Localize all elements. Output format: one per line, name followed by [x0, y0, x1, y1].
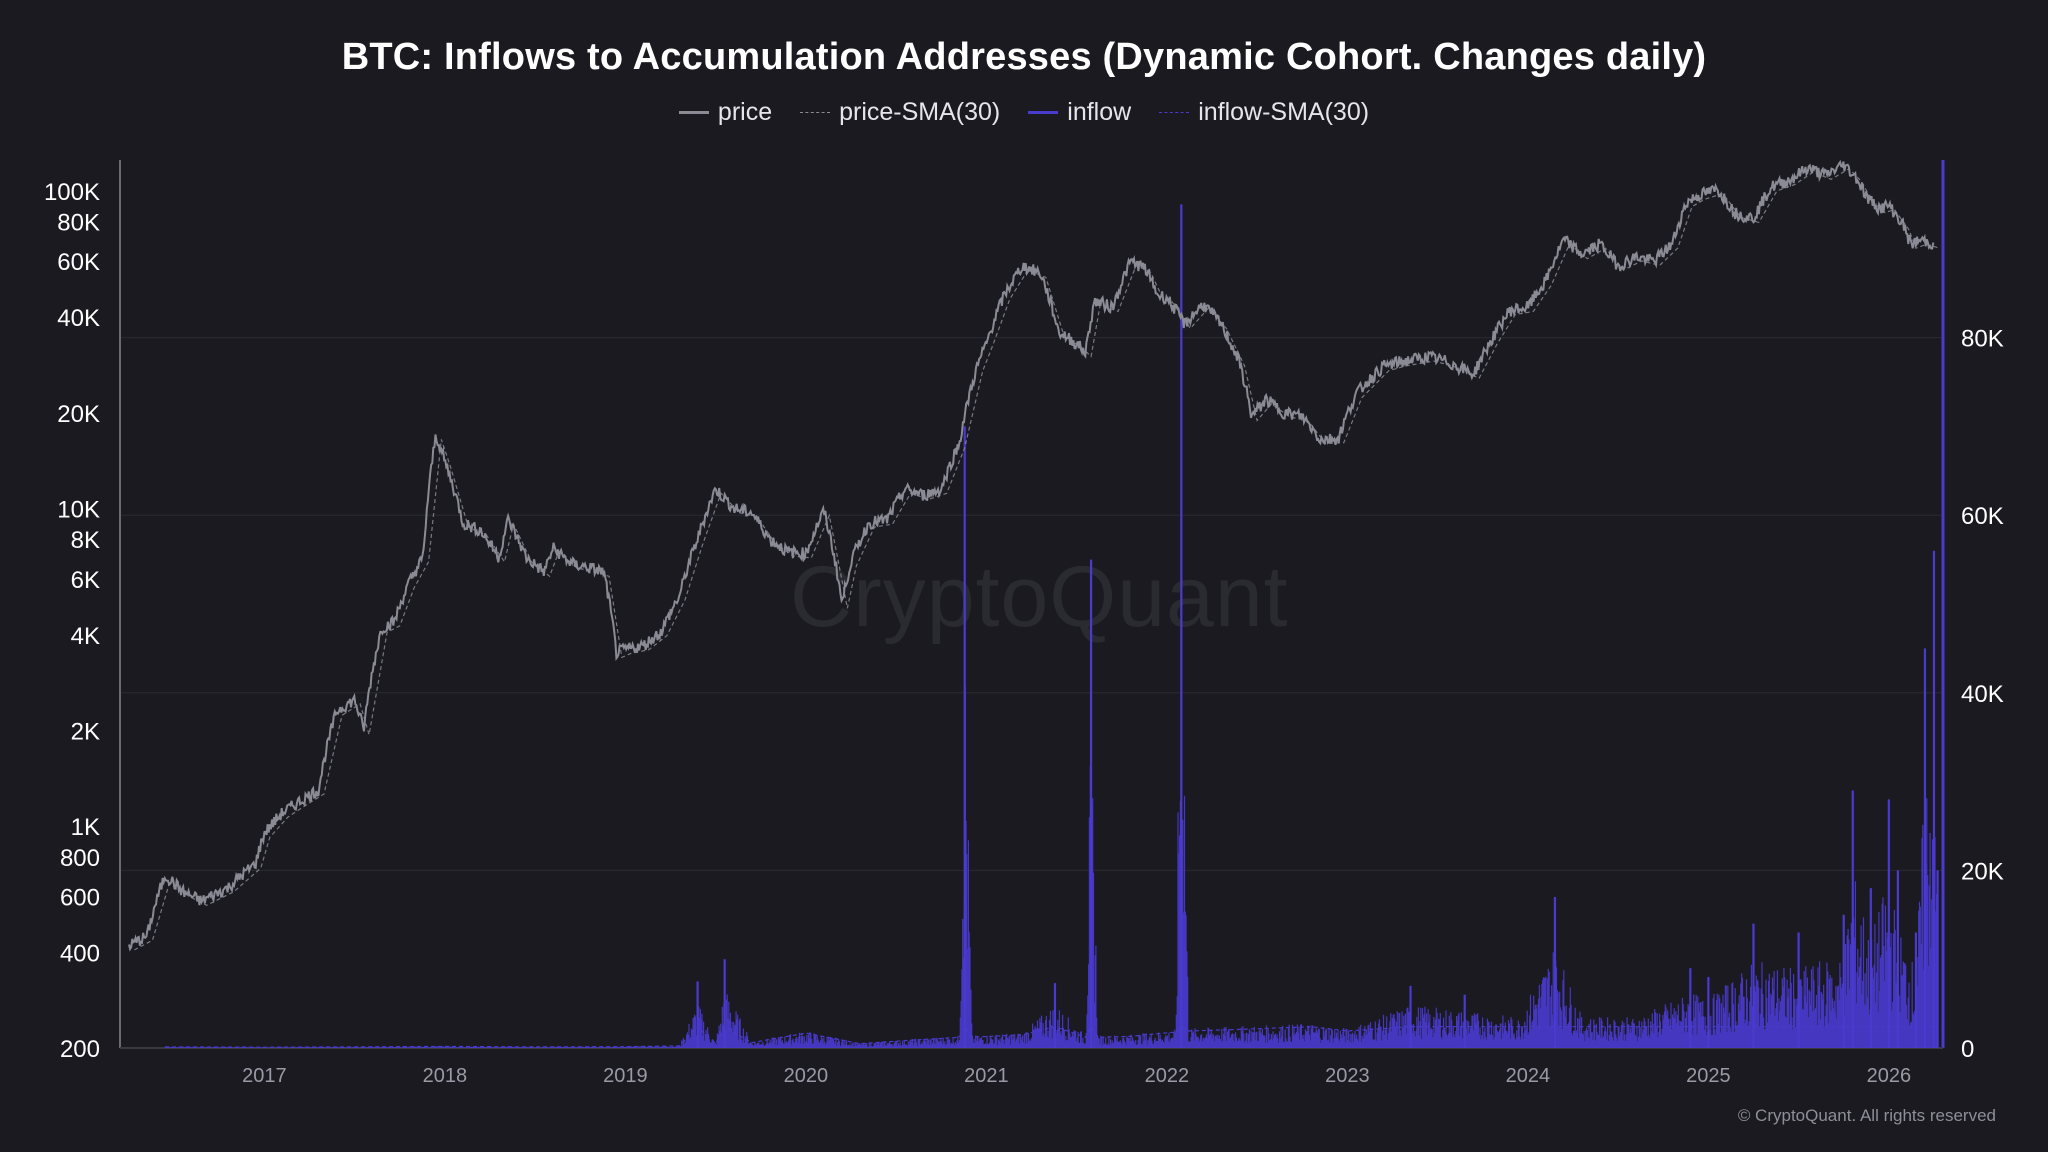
y-left-tick-label: 2K	[71, 718, 100, 745]
legend-swatch-inflow	[1028, 111, 1059, 114]
x-tick-label: 2023	[1325, 1065, 1370, 1087]
y-left-tick-label: 8K	[71, 527, 100, 554]
price-sma-line	[134, 167, 1940, 951]
inflow-bars	[164, 642, 1938, 1048]
x-tick-label: 2024	[1506, 1065, 1551, 1087]
inflow-sma-line	[165, 1025, 1938, 1048]
y-left-tick-label: 80K	[57, 210, 100, 237]
legend-label-inflow-sma: inflow-SMA(30)	[1198, 98, 1370, 126]
legend-swatch-price-sma	[800, 112, 831, 113]
legend: price price-SMA(30) inflow inflow-SMA(30…	[0, 98, 2048, 127]
y-right-tick-label: 20K	[1961, 858, 2004, 885]
price-line	[128, 159, 1935, 952]
legend-item-price[interactable]: price	[678, 98, 773, 127]
price-series	[128, 159, 1940, 952]
y-left-tick-label: 60K	[57, 249, 100, 276]
y-left-tick-label: 800	[60, 845, 100, 872]
x-tick-label: 2017	[242, 1065, 287, 1087]
x-tick-label: 2019	[603, 1065, 648, 1087]
x-tick-label: 2026	[1867, 1065, 1912, 1087]
y-left-tick-label: 20K	[57, 401, 100, 428]
x-tick-label: 2025	[1686, 1065, 1731, 1087]
y-left-tick-label: 200	[60, 1036, 100, 1063]
y-left-tick-label: 10K	[57, 496, 100, 523]
x-tick-label: 2020	[784, 1065, 829, 1087]
axis-ticks: 80K 60K 40K 20K 0 100K 80K 60K 40K 20K 10K 8K 6K 4K 2K…	[44, 179, 2004, 1087]
legend-label-price: price	[717, 98, 773, 126]
copyright: © CryptoQuant. All rights reserved	[1737, 1106, 1996, 1125]
x-tick-label: 2021	[964, 1065, 1009, 1087]
y-right-tick-label: 40K	[1961, 681, 2004, 708]
legend-swatch-inflow-sma	[1159, 112, 1190, 113]
legend-label-price-sma: price-SMA(30)	[839, 98, 1001, 126]
y-left-tick-label: 6K	[71, 567, 100, 594]
y-right-tick-label: 0	[1961, 1036, 1974, 1063]
legend-swatch-price	[678, 111, 709, 114]
y-right-tick-label: 60K	[1961, 503, 2004, 530]
grid-lines	[120, 337, 1943, 871]
x-tick-label: 2022	[1145, 1065, 1190, 1087]
x-tick-label: 2018	[423, 1065, 468, 1087]
inflow-series	[164, 204, 1939, 1048]
y-left-tick-label: 400	[60, 940, 100, 967]
legend-item-inflow[interactable]: inflow	[1028, 98, 1131, 127]
watermark: CryptoQuant	[790, 549, 1289, 645]
y-left-tick-label: 1K	[71, 814, 100, 841]
y-left-tick-label: 100K	[44, 179, 100, 206]
y-left-tick-label: 600	[60, 884, 100, 911]
legend-label-inflow: inflow	[1067, 98, 1132, 126]
y-left-tick-label: 40K	[57, 305, 100, 332]
legend-item-inflow-sma[interactable]: inflow-SMA(30)	[1159, 98, 1369, 127]
y-left-tick-label: 4K	[71, 623, 100, 650]
chart-title: BTC: Inflows to Accumulation Addresses (…	[341, 36, 1707, 78]
y-right-tick-label: 80K	[1961, 326, 2004, 353]
legend-item-price-sma[interactable]: price-SMA(30)	[800, 98, 1000, 127]
